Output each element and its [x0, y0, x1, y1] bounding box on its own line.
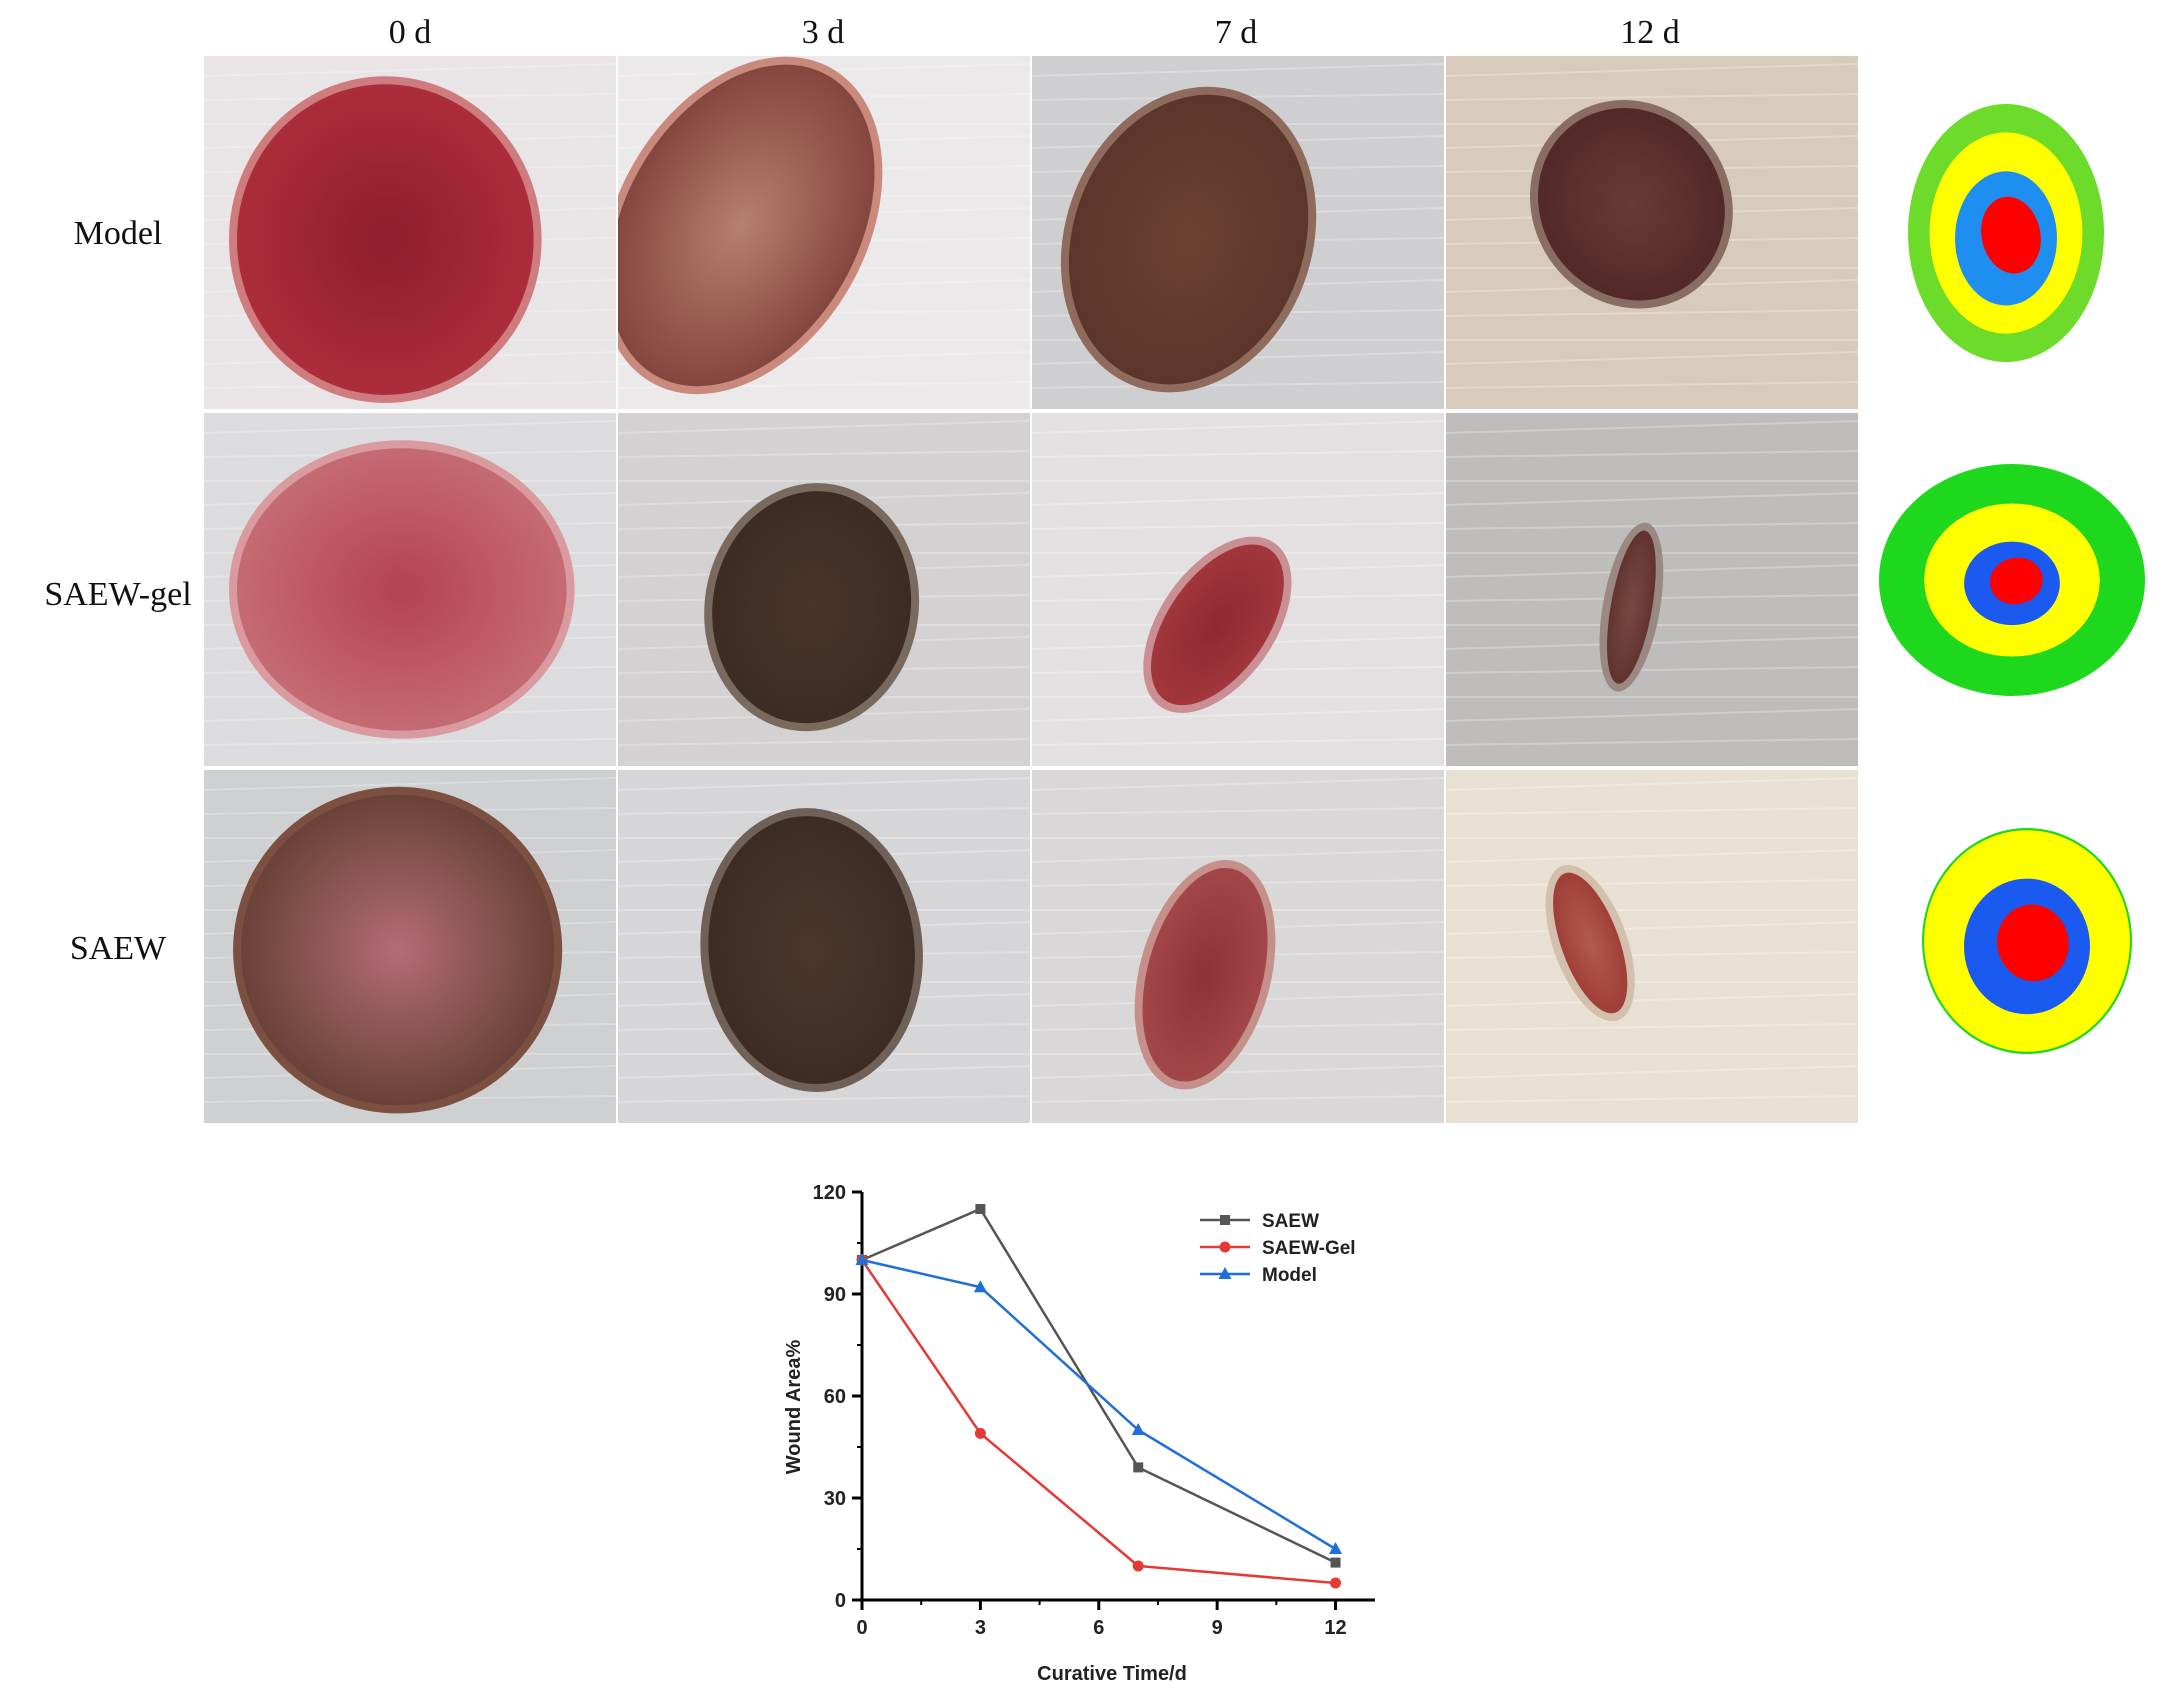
wound-photo-r2-c4 — [1446, 413, 1858, 766]
wound-photo-r2-c1 — [204, 413, 616, 766]
data-point-model — [1131, 1423, 1145, 1435]
data-point-model — [973, 1280, 987, 1293]
row-label-saew: SAEW — [69, 930, 167, 967]
wound-photo-r2-c2 — [618, 413, 1030, 766]
y-tick-label: 120 — [813, 1182, 846, 1204]
legend-label-saew-gel: SAEW-Gel — [1262, 1238, 1356, 1259]
x-tick-label: 9 — [1212, 1617, 1223, 1639]
data-point-saew-gel — [1132, 1560, 1144, 1572]
data-point-saew-gel — [1330, 1577, 1342, 1589]
y-tick-label: 60 — [824, 1386, 846, 1408]
series-line-saew-gel — [860, 1259, 1336, 1585]
wound-photo-r1-c1 — [204, 56, 616, 409]
data-point-saew — [1133, 1462, 1144, 1473]
data-point-model — [1329, 1542, 1343, 1554]
legend-marker-model — [1218, 1267, 1232, 1279]
y-tick-label: 30 — [824, 1488, 846, 1510]
wound-photo-r3-c4 — [1446, 770, 1858, 1123]
data-point-saew — [975, 1204, 986, 1214]
wound-photo-r3-c2 — [618, 770, 1030, 1123]
x-axis-label: Curative Time/d — [1037, 1663, 1187, 1685]
column-label-12d: 12 d — [1620, 14, 1680, 51]
segmentation-map-1 — [1906, 102, 2106, 369]
data-point-model — [855, 1253, 869, 1265]
legend-entry-model: Model — [1200, 1265, 1317, 1286]
y-axis-label: Wound Area% — [783, 1340, 805, 1475]
wound-photo-r2-c3 — [1032, 413, 1444, 766]
x-tick-label: 6 — [1093, 1617, 1104, 1639]
column-label-3d: 3 d — [801, 14, 845, 51]
y-tick-label: 90 — [824, 1284, 846, 1306]
x-tick-label: 12 — [1324, 1617, 1346, 1639]
column-label-0d: 0 d — [388, 14, 432, 51]
wound-photo-r1-c3 — [1032, 56, 1444, 409]
series-line-saew — [861, 1207, 1337, 1564]
row-label-saew-gel: SAEW-gel — [44, 576, 192, 613]
wound-photo-grid — [204, 56, 1859, 1123]
chart-series-group — [855, 1204, 1343, 1589]
series-line-model — [861, 1258, 1337, 1551]
legend-label-model: Model — [1262, 1265, 1317, 1286]
x-tick-label: 0 — [856, 1617, 867, 1639]
row-label-model: Model — [73, 215, 163, 252]
series-saew-gel — [856, 1254, 1342, 1589]
y-tick-label: 0 — [835, 1590, 846, 1612]
legend-marker-saew — [1220, 1215, 1230, 1225]
segmentation-map-3 — [1920, 826, 2134, 1061]
column-label-7d: 7 d — [1214, 14, 1258, 51]
x-tick-label: 3 — [975, 1617, 986, 1639]
data-point-saew — [1330, 1557, 1341, 1568]
chart-legend: SAEW SAEW-Gel Model — [1200, 1211, 1356, 1286]
wound-photo-r1-c4 — [1446, 56, 1858, 409]
segmentation-map-2 — [1877, 462, 2147, 703]
legend-entry-saew-gel: SAEW-Gel — [1200, 1238, 1356, 1259]
legend-marker-saew-gel — [1219, 1241, 1231, 1253]
legend-label-saew: SAEW — [1262, 1211, 1319, 1232]
legend-entry-saew: SAEW — [1200, 1211, 1319, 1232]
wound-photo-r3-c1 — [204, 770, 616, 1123]
wound-area-chart: 0 3 6 9 12 0 30 60 90 120 SAEW SAEW-Gel Model Curat… — [770, 1170, 1410, 1691]
wound-photo-r1-c2 — [618, 56, 1030, 409]
data-point-saew-gel — [974, 1427, 986, 1439]
series-model — [855, 1253, 1343, 1554]
wound-photo-r3-c3 — [1032, 770, 1444, 1123]
